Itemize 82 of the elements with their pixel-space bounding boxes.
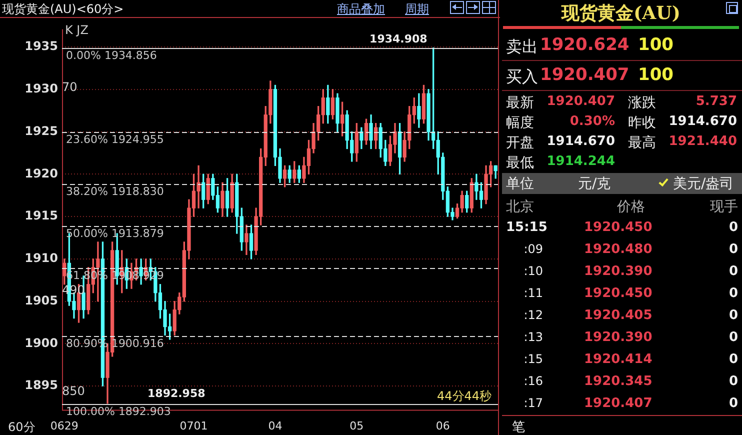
text: 1920.450 [584, 286, 652, 301]
text: 最低 [506, 154, 534, 172]
x-tick-label: 05 [350, 419, 364, 432]
text: 5.737 [696, 94, 737, 109]
text: 涨跌 [628, 94, 656, 112]
text: 最新 [506, 94, 534, 112]
text: 0.30% [570, 114, 615, 129]
text: 1920.390 [584, 264, 652, 279]
text: 0 [728, 220, 738, 235]
annotation: 70 [62, 80, 78, 94]
text: 0 [728, 330, 738, 345]
text: 0 [728, 396, 738, 411]
text: 买入 [506, 67, 538, 88]
text: 0 [728, 352, 738, 367]
text: :11 [524, 286, 543, 300]
chart-title: 现货黄金(AU)<60分> [2, 1, 124, 18]
y-tick-label: 1900 [24, 336, 58, 350]
text: 0 [728, 308, 738, 323]
text: 元/克 [578, 175, 611, 193]
text: 1920.624 [540, 35, 630, 55]
text: 美元/盎司 [673, 175, 734, 193]
text: 0 [728, 286, 738, 301]
text: 开盘 [506, 134, 534, 152]
text: :13 [524, 330, 543, 344]
text: 1920.407 [584, 396, 652, 411]
text: 1920.405 [584, 308, 652, 323]
text: 60分 [8, 419, 36, 435]
text: 1921.440 [668, 134, 737, 149]
text: 1920.407 [540, 65, 630, 85]
text: 最高 [628, 134, 656, 152]
text: :09 [524, 242, 543, 256]
annotation: 44分44秒 [437, 388, 492, 405]
y-tick-label: 1905 [24, 293, 58, 308]
x-tick-label: 04 [268, 419, 282, 432]
y-tick-label: 1920 [24, 166, 58, 180]
ref-line-label: 0.00% 1934.856 [66, 48, 157, 62]
text: :15 [524, 352, 543, 366]
y-tick-label: 1895 [24, 378, 58, 392]
text: 1914.670 [668, 114, 737, 129]
text: 昨收 [628, 114, 656, 132]
text: 100 [638, 35, 674, 55]
text: 100 [638, 65, 674, 85]
text: 价格 [617, 198, 645, 216]
text: 单位 [506, 175, 534, 193]
text: 卖出 [506, 37, 538, 58]
ref-line-label: 38.20% 1918.830 [66, 184, 164, 198]
text: 1920.390 [584, 330, 652, 345]
x-tick-label: 06 [436, 419, 450, 432]
text: :17 [524, 396, 543, 410]
text: 0 [728, 242, 738, 257]
annotation: 1892.958 [148, 387, 206, 400]
ref-line-label: 23.60% 1924.955 [66, 132, 164, 146]
text: 0 [728, 264, 738, 279]
x-tick-label: 0629 [50, 419, 78, 432]
text: 现手 [710, 198, 738, 216]
y-tick-label: 1910 [24, 251, 58, 266]
text: :12 [524, 308, 543, 322]
text: 笔 [512, 419, 525, 435]
annotation: 1934.908 [370, 32, 428, 46]
text: 1920.480 [584, 242, 652, 257]
y-tick-label: 1915 [24, 208, 58, 223]
text: 北京 [506, 198, 534, 216]
y-tick-label: 1935 [24, 39, 58, 54]
text: :10 [524, 264, 543, 278]
text: 1920.345 [584, 374, 652, 389]
y-tick-label: 1930 [24, 82, 58, 96]
text: 幅度 [506, 114, 534, 132]
text: 1914.670 [546, 134, 615, 149]
text: 周期 [405, 1, 429, 18]
text: 商品叠加 [337, 1, 385, 18]
text: :16 [524, 374, 543, 388]
text: 1920.407 [546, 94, 615, 109]
text: 1914.244 [546, 154, 615, 169]
annotation: K JZ [65, 23, 88, 37]
y-tick-label: 1925 [24, 124, 58, 138]
x-tick-label: 0701 [180, 419, 208, 432]
text: 1920.450 [584, 220, 652, 235]
text: 现货黄金(AU) [562, 2, 680, 25]
text: 1920.414 [584, 352, 652, 367]
ref-line-label: 50.00% 1913.879 [66, 226, 164, 240]
text: 15:15 [506, 220, 548, 235]
text: 0 [728, 374, 738, 389]
